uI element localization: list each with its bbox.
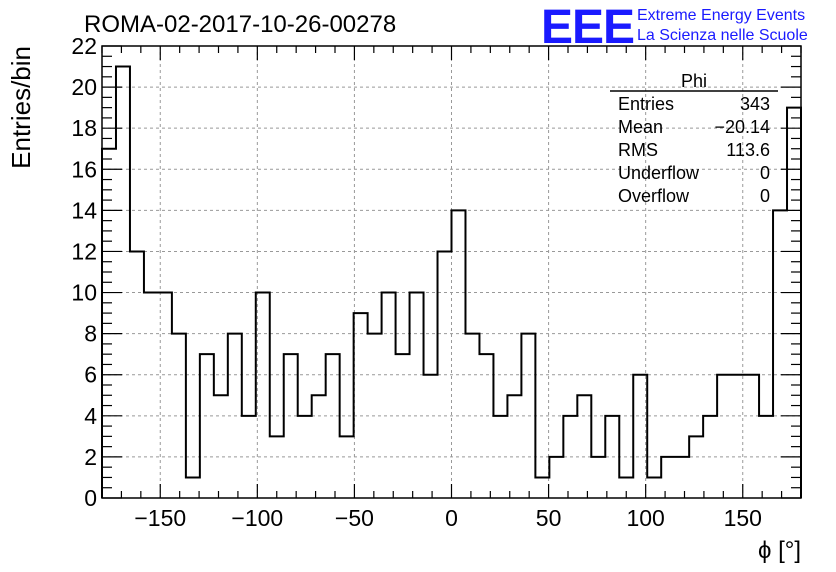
y-axis-label: Entries/bin [6,46,36,169]
y-tick-label: 0 [84,485,97,511]
histogram-bin [340,436,354,498]
histogram-bin [731,375,745,498]
histogram-bin [493,416,507,498]
histogram-bin [354,313,368,498]
histogram-bin [284,354,298,498]
y-tick-label: 12 [71,238,97,264]
histogram-bin [298,416,312,498]
y-tick-label: 20 [71,74,97,100]
x-axis-label: ϕ [°] [758,537,801,564]
histogram-bin [479,354,493,498]
histogram-bin [605,416,619,498]
stats-row-value: 0 [760,163,770,183]
logo-line-1: Extreme Energy Events [637,7,805,24]
axis-ticks [101,45,802,499]
histogram-bin [549,457,563,498]
histogram-bin [172,334,186,498]
histogram-bin [144,293,158,498]
x-tick-label: −100 [231,505,283,531]
eee-logo: EEE Extreme Energy Events La Scienza nel… [541,1,808,54]
stats-box: Phi Entries 343 Mean −20.14 RMS 113.6 Underflo… [610,71,778,206]
histogram-bin [717,375,731,498]
y-tick-label: 10 [71,280,97,306]
stats-box-name: Phi [681,71,707,91]
histogram-bin [675,457,689,498]
histogram-outline [101,65,802,498]
histogram-bin [563,416,577,498]
chart-title: ROMA-02-2017-10-26-00278 [84,11,396,38]
histogram-bin [521,334,535,498]
stats-row-label: Mean [618,117,663,137]
histogram-bin [116,67,130,498]
stats-row-label: Entries [618,94,674,114]
stats-row-value: 113.6 [726,140,770,160]
histogram-bin [326,354,340,498]
x-tick-labels: −150 −100 −50 0 50 100 150 [134,505,762,531]
histogram-bin [130,251,144,498]
histogram-bin [661,457,675,498]
histogram-bin [228,334,242,498]
histogram-bin [591,457,605,498]
histogram-bin [745,375,759,498]
stats-row-value: 0 [760,186,770,206]
histogram-bin [689,436,703,498]
x-tick-label: 50 [536,505,562,531]
histogram-bin [507,395,521,498]
histogram-bin [410,293,424,498]
histogram-bin [396,354,410,498]
histogram-bin [382,293,396,498]
histogram-bin [186,477,200,498]
histogram-bin [214,395,228,498]
y-tick-label: 4 [84,403,97,429]
histogram-bin [535,477,549,498]
histogram-bin [773,210,787,498]
y-tick-label: 6 [84,362,97,388]
y-tick-label: 18 [71,115,97,141]
histogram-bin [158,293,172,498]
histogram-bin [368,334,382,498]
y-tick-label: 2 [84,444,97,470]
x-tick-label: −50 [335,505,374,531]
histogram-bin [438,251,452,498]
histogram-bin [200,354,214,498]
y-tick-label: 8 [84,321,97,347]
y-tick-label: 22 [71,33,97,59]
y-tick-label: 16 [71,156,97,182]
histogram-bin [312,395,326,498]
histogram-bin [465,334,479,498]
histogram-bin [242,416,256,498]
histogram-bin [633,375,647,498]
stats-row-value: 343 [740,94,770,114]
histogram-bin [256,293,270,498]
y-tick-label: 14 [71,197,97,223]
histogram-bin [577,395,591,498]
x-tick-label: 100 [626,505,664,531]
x-tick-label: 150 [724,505,762,531]
histogram-bin [647,477,661,498]
stats-row-label: RMS [618,140,658,160]
histogram-bin [424,375,438,498]
y-tick-labels: 0 2 4 6 8 10 12 14 16 18 20 22 [71,33,97,511]
histogram-bin [703,416,717,498]
histogram-bin [270,436,284,498]
x-tick-label: −150 [134,505,186,531]
logo-mark: EEE [541,1,634,54]
stats-row-label: Underflow [618,163,700,183]
stats-row-label: Overflow [618,186,690,206]
stats-row-value: −20.14 [714,117,770,137]
logo-line-2: La Scienza nelle Scuole [637,27,808,44]
x-tick-label: 0 [445,505,458,531]
histogram-bin [452,210,466,498]
histogram-bin [759,416,773,498]
